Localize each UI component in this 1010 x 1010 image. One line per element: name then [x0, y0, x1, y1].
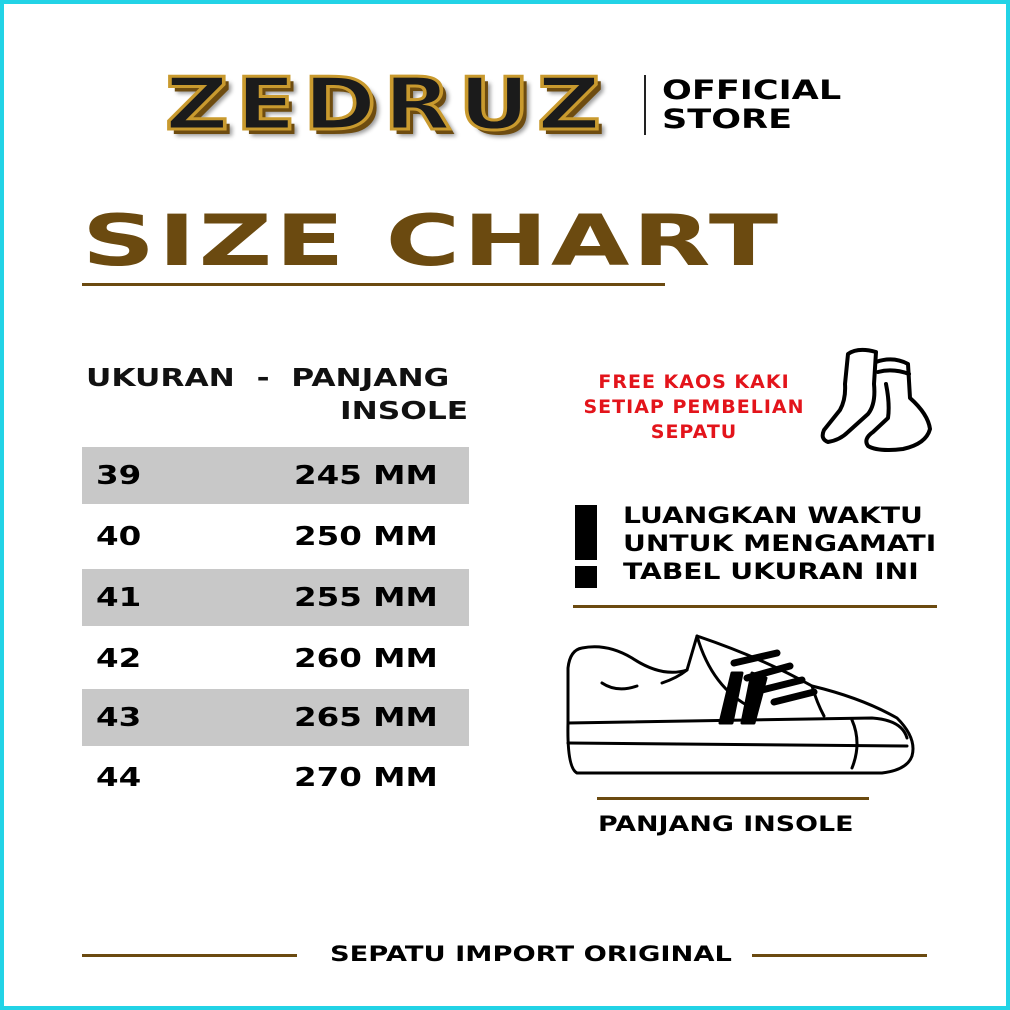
- footer-text: SEPATU IMPORT ORIGINAL: [330, 942, 732, 966]
- size-cell: 40: [96, 522, 142, 552]
- footer-line-right: [752, 954, 927, 957]
- promo-line1: FREE KAOS KAKI: [598, 371, 790, 393]
- exclamation-icon: [575, 505, 597, 560]
- table-row: 41 255 MM: [82, 569, 469, 626]
- footer-line-left: [82, 954, 297, 957]
- length-cell: 260 MM: [294, 644, 438, 674]
- length-cell: 250 MM: [294, 522, 438, 552]
- size-cell: 42: [96, 644, 142, 674]
- table-row: 39 245 MM: [82, 447, 469, 504]
- length-cell: 270 MM: [294, 763, 438, 793]
- store-label-line1: OFFICIAL: [662, 75, 842, 106]
- table-header-line1: UKURAN - PANJANG: [86, 363, 450, 392]
- size-cell: 39: [96, 461, 142, 491]
- notice-line3: TABEL UKURAN INI: [623, 560, 919, 585]
- table-row: 42 260 MM: [82, 630, 469, 687]
- size-cell: 44: [96, 763, 142, 793]
- brand-logo: ZEDRUZ: [163, 61, 609, 148]
- insole-caption: PANJANG INSOLE: [598, 812, 854, 836]
- promo-line2: SETIAP PEMBELIAN: [583, 396, 805, 418]
- page-title: SIZE CHART: [82, 200, 781, 282]
- exclamation-dot: [575, 566, 597, 588]
- table-header-line2: INSOLE: [340, 396, 469, 425]
- length-cell: 245 MM: [294, 461, 438, 491]
- socks-icon: [820, 347, 932, 452]
- table-row: 44 270 MM: [82, 749, 469, 806]
- sneaker-icon: [566, 634, 915, 775]
- notice-text: LUANGKAN WAKTU UNTUK MENGAMATI TABEL UKU…: [623, 503, 936, 587]
- store-label-line2: STORE: [662, 104, 793, 135]
- official-store-label: OFFICIAL STORE: [662, 76, 841, 134]
- length-cell: 265 MM: [294, 703, 438, 733]
- logo-divider: [644, 75, 646, 135]
- notice-divider: [573, 605, 937, 608]
- table-row: 43 265 MM: [82, 689, 469, 746]
- notice-line1: LUANGKAN WAKTU: [623, 504, 923, 529]
- notice-line2: UNTUK MENGAMATI: [623, 532, 937, 557]
- size-cell: 41: [96, 583, 142, 613]
- table-row: 40 250 MM: [82, 508, 469, 565]
- length-cell: 255 MM: [294, 583, 438, 613]
- size-cell: 43: [96, 703, 142, 733]
- promo-text: FREE KAOS KAKI SETIAP PEMBELIAN SEPATU: [550, 370, 838, 445]
- promo-line3: SEPATU: [650, 421, 738, 443]
- title-underline: [82, 283, 665, 286]
- insole-divider: [597, 797, 869, 800]
